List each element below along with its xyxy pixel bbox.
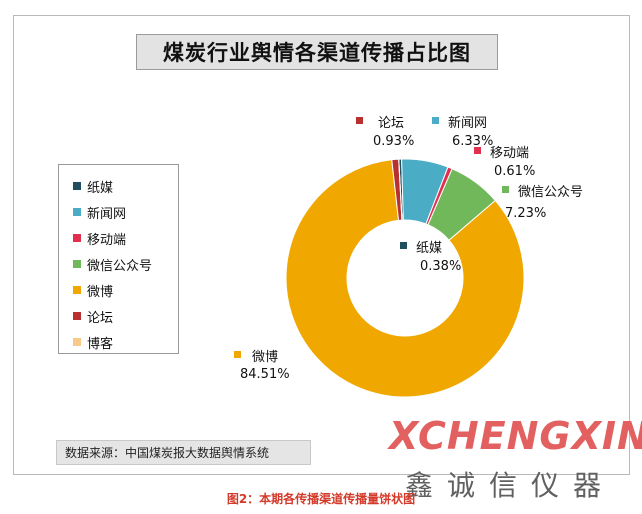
slice-博客 (398, 158, 403, 221)
watermark-logo: XCHENGXIN 鑫诚信仪器 (385, 414, 642, 514)
legend-swatch (73, 234, 81, 242)
data-label-name-论坛: 论坛 (378, 116, 404, 131)
legend-item-纸媒: 纸媒 (59, 173, 178, 199)
chart-title: 煤炭行业舆情各渠道传播占比图 (136, 34, 498, 70)
data-label-swatch-移动端 (474, 147, 481, 154)
data-label-swatch-纸媒 (400, 242, 407, 249)
legend-item-论坛: 论坛 (59, 303, 178, 329)
legend: 纸媒新闻网移动端微信公众号微博论坛博客 (58, 164, 179, 354)
legend-item-微信公众号: 微信公众号 (59, 251, 178, 277)
slices-group (285, 158, 525, 398)
data-label-swatch-微博 (234, 351, 241, 358)
data-label-swatch-微信公众号 (502, 186, 509, 193)
data-label-value-纸媒: 0.38% (420, 259, 461, 274)
legend-label: 移动端 (87, 232, 127, 248)
data-label-name-纸媒: 纸媒 (416, 241, 442, 256)
data-label-value-论坛: 0.93% (373, 134, 414, 149)
data-label-value-新闻网: 6.33% (452, 134, 493, 149)
legend-label: 论坛 (87, 310, 114, 326)
legend-label: 博客 (87, 336, 114, 352)
data-label-value-微博: 84.51% (240, 367, 290, 382)
data-label-value-微信公众号: 7.23% (505, 206, 546, 221)
legend-swatch (73, 286, 81, 294)
watermark-top-text: XCHENGXIN (389, 414, 642, 458)
labels-group: 纸媒 0.38% 新闻网 6.33%移动端 0.61% 微信公众号 7.23% 微博 84.51… (234, 115, 583, 382)
data-label-swatch-论坛 (356, 117, 363, 124)
legend-label: 微信公众号 (87, 258, 153, 274)
data-label-name-微信公众号: 微信公众号 (518, 185, 583, 200)
legend-item-新闻网: 新闻网 (59, 199, 178, 225)
data-label-name-移动端: 移动端 (490, 146, 529, 161)
source-note: 数据来源：中国煤炭报大数据舆情系统 (56, 440, 311, 465)
legend-item-微博: 微博 (59, 277, 178, 303)
legend-label: 纸媒 (87, 180, 114, 196)
legend-swatch (73, 182, 81, 190)
slice-微博 (285, 159, 525, 398)
legend-swatch (73, 208, 81, 216)
legend-label: 微博 (87, 284, 114, 300)
data-label-swatch-新闻网 (432, 117, 439, 124)
legend-label: 新闻网 (87, 206, 127, 222)
data-label-value-移动端: 0.61% (494, 164, 535, 179)
figure-caption: 图2：本期各传播渠道传播量饼状图 (226, 492, 416, 506)
watermark-bottom-text: 鑫诚信仪器 (405, 469, 616, 502)
legend-swatch (73, 338, 81, 346)
legend-swatch (73, 260, 81, 268)
legend-swatch (73, 312, 81, 320)
legend-item-移动端: 移动端 (59, 225, 178, 251)
data-label-name-微博: 微博 (252, 350, 278, 365)
data-label-name-新闻网: 新闻网 (448, 115, 487, 131)
legend-item-博客: 博客 (59, 329, 178, 355)
